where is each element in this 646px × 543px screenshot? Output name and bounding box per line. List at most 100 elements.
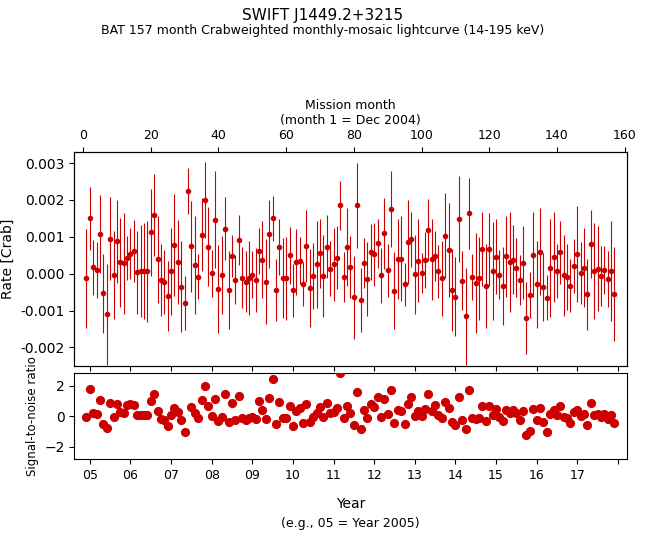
Point <box>298 419 308 427</box>
Point <box>423 390 433 399</box>
Point <box>467 414 477 423</box>
Point <box>488 411 498 420</box>
Point <box>115 408 125 416</box>
Point <box>240 416 251 425</box>
Point <box>366 400 376 408</box>
Point <box>254 396 264 405</box>
Point <box>346 408 356 417</box>
Point <box>325 409 335 418</box>
Point <box>453 393 464 401</box>
Point <box>244 414 254 422</box>
Point <box>305 417 315 426</box>
Point <box>315 403 325 412</box>
Point <box>406 393 417 401</box>
Point <box>369 402 379 411</box>
Point <box>437 414 447 422</box>
Point <box>362 414 373 423</box>
Point <box>339 414 349 422</box>
Point <box>152 407 163 415</box>
Point <box>318 413 329 421</box>
Point <box>403 400 413 409</box>
Point <box>511 408 521 417</box>
Point <box>227 399 237 407</box>
Point <box>603 415 613 424</box>
Point <box>440 398 450 407</box>
Point <box>592 410 603 419</box>
Point <box>224 418 234 427</box>
Point <box>430 401 440 409</box>
Point <box>159 416 169 425</box>
Point <box>125 400 136 408</box>
Point <box>589 411 599 420</box>
Point <box>284 402 295 411</box>
Point <box>196 395 207 404</box>
Point <box>390 419 400 427</box>
Point <box>532 415 542 424</box>
Point <box>372 393 382 401</box>
Point <box>552 411 562 419</box>
Point <box>271 420 281 428</box>
Point <box>474 413 484 422</box>
Point <box>142 411 152 420</box>
Point <box>568 407 579 416</box>
Point <box>582 421 592 430</box>
Point <box>576 412 586 420</box>
Point <box>399 419 410 428</box>
Point <box>505 408 515 417</box>
Point <box>145 397 156 406</box>
Point <box>426 406 437 415</box>
Point <box>172 408 183 416</box>
Point <box>481 416 491 425</box>
Point <box>450 421 461 430</box>
Point <box>579 409 589 418</box>
Point <box>95 396 105 405</box>
Point <box>596 413 606 421</box>
Point <box>464 386 474 394</box>
Point <box>609 418 620 427</box>
Point <box>420 405 430 413</box>
Point <box>562 413 572 422</box>
Point <box>203 401 213 410</box>
Point <box>291 406 302 415</box>
Point <box>342 401 352 410</box>
Point <box>166 411 176 420</box>
Point <box>149 390 160 399</box>
Point <box>216 412 227 421</box>
Point <box>193 414 203 422</box>
Point <box>163 421 173 430</box>
Point <box>521 431 532 439</box>
Point <box>200 382 210 390</box>
Point <box>413 407 423 415</box>
Point <box>417 412 427 420</box>
Point <box>606 411 616 420</box>
Point <box>565 419 576 427</box>
Point <box>267 374 278 383</box>
Point <box>559 412 569 421</box>
Point <box>335 369 346 378</box>
Point <box>393 406 403 415</box>
Point <box>525 426 535 435</box>
Point <box>105 399 116 407</box>
Point <box>85 385 95 394</box>
Point <box>136 411 146 420</box>
Point <box>122 401 132 410</box>
Point <box>541 428 552 437</box>
Point <box>112 400 122 408</box>
Point <box>535 404 545 413</box>
Point <box>92 410 102 419</box>
Y-axis label: Rate [Crab]: Rate [Crab] <box>1 219 15 299</box>
Point <box>261 415 271 424</box>
Point <box>264 394 275 403</box>
Point <box>379 394 390 403</box>
Point <box>295 403 305 412</box>
Point <box>470 414 481 423</box>
Point <box>169 403 180 412</box>
Point <box>328 408 339 416</box>
Point <box>548 406 559 415</box>
Point <box>98 419 109 428</box>
Point <box>308 413 318 421</box>
Point <box>443 404 453 413</box>
Point <box>220 390 231 399</box>
Point <box>230 415 240 424</box>
Point <box>190 409 200 418</box>
